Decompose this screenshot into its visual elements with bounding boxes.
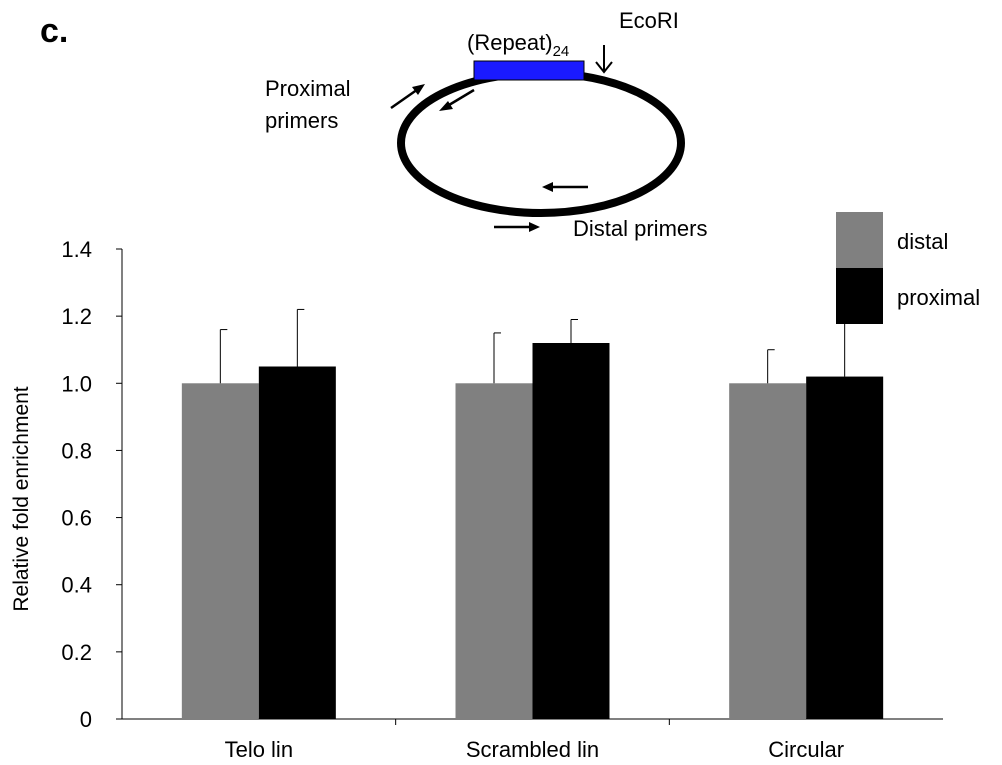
bars — [181, 343, 884, 719]
proximal-label-line1: Proximal — [265, 76, 351, 101]
bar-distal — [455, 383, 533, 719]
y-axis-label: Relative fold enrichment — [10, 386, 33, 611]
panel-label: c. — [40, 12, 68, 50]
ecori-label: EcoRI — [619, 8, 679, 33]
legend-swatch-distal — [836, 212, 883, 268]
ecori-arrow-icon — [595, 45, 613, 74]
x-tick-labels: Telo lin Scrambled lin Circular — [225, 737, 844, 762]
legend-label-proximal: proximal — [897, 285, 980, 310]
plasmid-circle — [397, 69, 685, 217]
y-tick-label: 0.2 — [61, 640, 92, 665]
y-tick-labels: 0 0.2 0.4 0.6 0.8 1.0 1.2 1.4 — [61, 237, 92, 732]
y-tick-label: 0.6 — [61, 506, 92, 531]
y-tick-label: 0 — [80, 707, 92, 732]
y-tick-label: 0.8 — [61, 438, 92, 463]
bar-distal — [181, 383, 259, 719]
proximal-reverse-arrow-icon — [439, 88, 475, 111]
bar-chart: 0 0.2 0.4 0.6 0.8 1.0 1.2 1.4 Telo lin Scrambled… — [10, 237, 943, 762]
distal-label: Distal primers — [573, 216, 707, 241]
x-tick-label: Scrambled lin — [466, 737, 599, 762]
bar-proximal — [532, 343, 610, 719]
y-tick-label: 1.0 — [61, 371, 92, 396]
y-tick-label: 1.2 — [61, 304, 92, 329]
bar-distal — [729, 383, 807, 719]
plasmid-diagram: (Repeat)24 EcoRI Proximal primers Distal… — [265, 8, 707, 241]
y-tick-label: 0.4 — [61, 573, 92, 598]
repeat-label: (Repeat)24 — [467, 30, 569, 60]
distal-reverse-arrow-icon — [542, 182, 588, 192]
legend: distal proximal — [836, 212, 980, 324]
proximal-label-line2: primers — [265, 108, 338, 133]
bar-proximal — [806, 376, 884, 719]
bar-proximal — [258, 366, 336, 719]
x-tick-label: Telo lin — [225, 737, 293, 762]
legend-label-distal: distal — [897, 229, 948, 254]
repeat-box — [473, 60, 585, 81]
legend-swatch-proximal — [836, 268, 883, 324]
distal-forward-arrow-icon — [494, 222, 540, 232]
proximal-forward-arrow-icon — [390, 84, 425, 110]
x-tick-label: Circular — [768, 737, 844, 762]
y-tick-label: 1.4 — [61, 237, 92, 262]
